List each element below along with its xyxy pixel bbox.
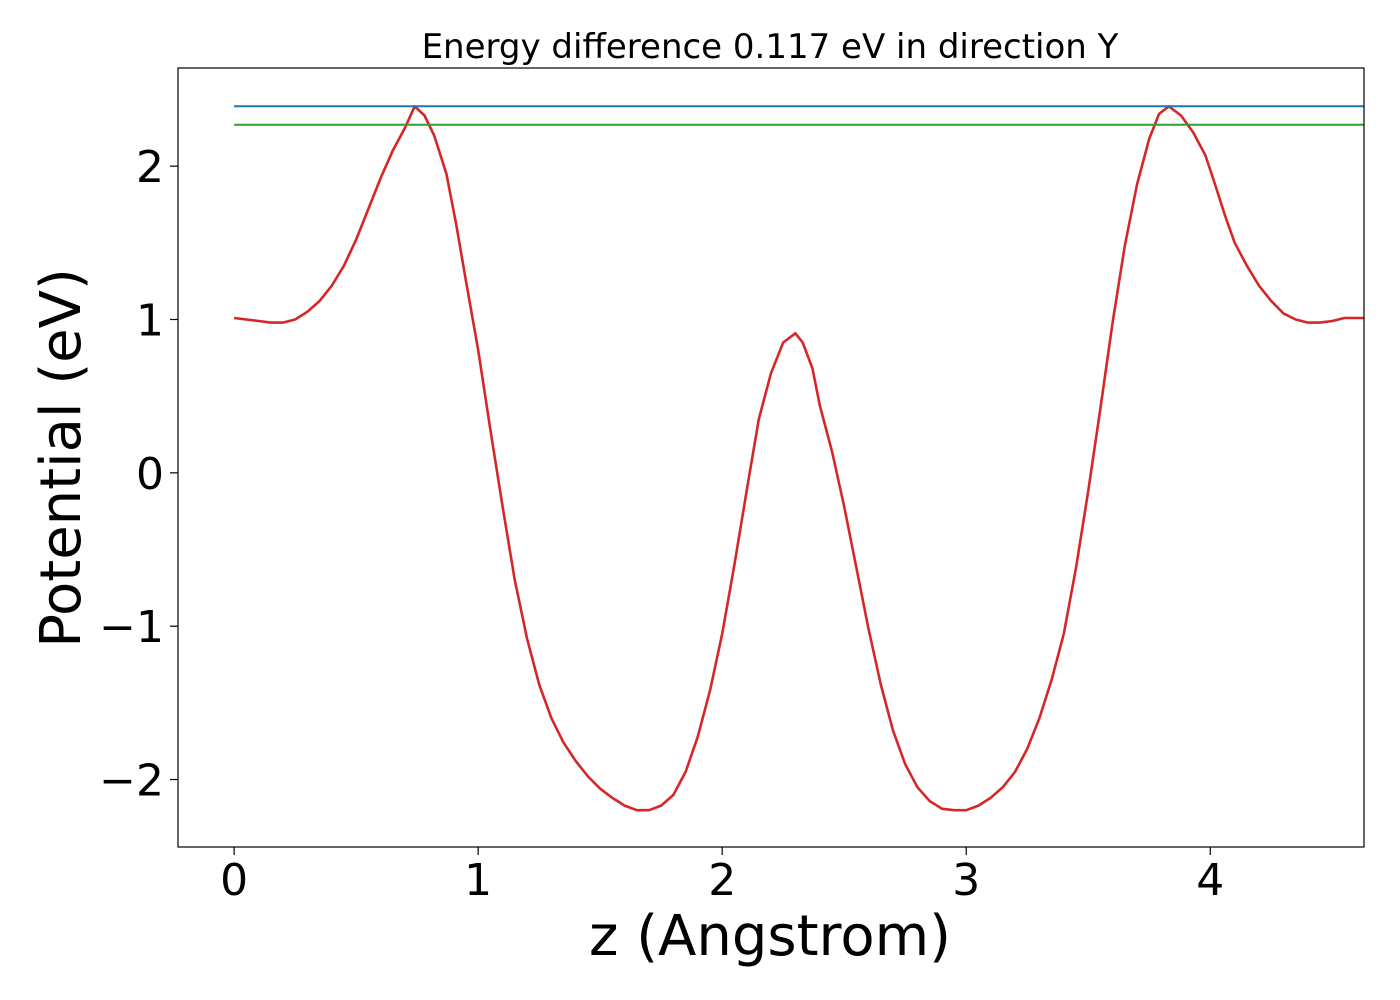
x-tick-label: 0 [220, 855, 248, 906]
series-line-0 [233, 105, 1364, 812]
chart-title: Energy difference 0.117 eV in direction … [422, 27, 1119, 67]
y-tick-label: −1 [99, 602, 164, 653]
y-axis-ticks: −2 −1 0 1 2 [99, 142, 178, 807]
plot-frame [177, 67, 1365, 848]
x-tick-label: 1 [464, 855, 492, 906]
x-tick-label: 4 [1196, 855, 1224, 906]
x-tick-label: 2 [708, 855, 736, 906]
y-axis-label: Potential (eV) [29, 268, 94, 648]
x-axis-ticks: 0 1 2 3 4 [220, 847, 1224, 906]
y-tick-label: 0 [136, 449, 164, 500]
y-tick-label: 1 [136, 295, 164, 346]
y-tick-label: −2 [99, 756, 164, 807]
x-axis-label: z (Angstrom) [589, 904, 951, 969]
series-layer [233, 105, 1364, 812]
x-tick-label: 3 [952, 855, 980, 906]
y-tick-label: 2 [136, 142, 164, 193]
